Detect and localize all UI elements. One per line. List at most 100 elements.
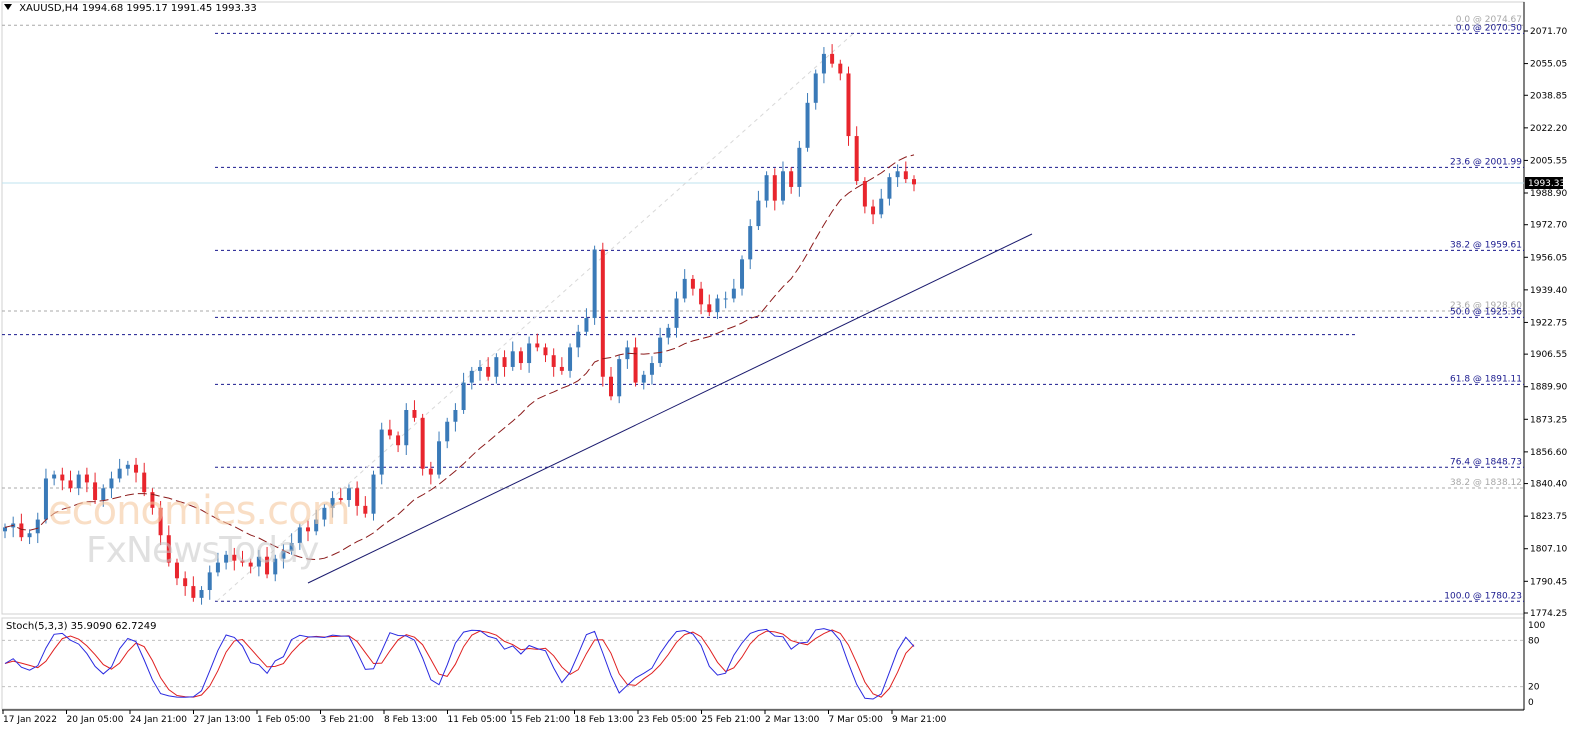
stochastic-label: Stoch(5,3,3) 35.9090 62.7249 [6, 621, 157, 632]
candle-body [748, 226, 753, 260]
x-tick-label: 9 Mar 21:00 [892, 715, 947, 725]
x-tick-label: 15 Feb 21:00 [511, 715, 570, 725]
candle-body [150, 492, 155, 508]
stoch-level-label: 0 [1528, 698, 1534, 708]
candlesticks [3, 44, 916, 605]
y-tick-label: 1956.05 [1530, 253, 1567, 263]
ohlc-values: 1994.68 1995.17 1991.45 1993.33 [81, 3, 257, 14]
y-tick-label: 2022.20 [1530, 124, 1567, 134]
candle-body [199, 590, 204, 598]
candle-body [338, 498, 343, 501]
y-tick-label: 1972.70 [1530, 221, 1567, 231]
candle-body [52, 474, 57, 479]
candle-body [207, 572, 212, 591]
candle-body [609, 376, 613, 397]
fib-blue-label: 23.6 @ 2001.99 [1450, 157, 1522, 167]
y-tick-label: 1856.60 [1530, 448, 1567, 458]
candle-body [76, 474, 81, 489]
candle-body [846, 73, 851, 137]
time-axis: 17 Jan 2022 20 Jan 05:00 24 Jan 21:00 27 Ja… [2, 710, 947, 725]
y-tick-label: 1922.75 [1530, 318, 1567, 328]
x-tick-label: 17 Jan 2022 [3, 715, 57, 725]
candle-body [248, 562, 253, 567]
candle-body [420, 417, 425, 469]
candle-body [125, 464, 130, 469]
candle-body [674, 298, 679, 328]
candle-body [101, 488, 106, 501]
price-axis: 2071.70 2055.05 2038.85 2022.20 2005.55 1988.… [1524, 27, 1567, 619]
candle-body [518, 351, 523, 364]
candle-body [240, 560, 245, 563]
candle-body [183, 578, 188, 587]
candle-body [813, 73, 818, 103]
y-tick-label: 2005.55 [1530, 156, 1567, 166]
stoch-level-label: 80 [1528, 636, 1540, 646]
candle-body [862, 181, 867, 207]
candle-body [346, 488, 351, 501]
stoch-level-label: 20 [1528, 683, 1540, 693]
candle-body [510, 351, 515, 367]
candle-body [428, 468, 433, 475]
candle-body [715, 298, 720, 313]
stochastic-levels: 100 80 20 0 [2, 621, 1545, 708]
candle-body [830, 53, 835, 64]
candle-body [93, 482, 98, 501]
candle-body [731, 288, 736, 299]
x-tick-label: 7 Mar 05:00 [829, 715, 884, 725]
candle-body [281, 550, 286, 559]
fib-gray-label: 23.6 @ 1928.60 [1450, 301, 1522, 311]
y-tick-label: 1889.90 [1530, 383, 1567, 393]
candle-body [19, 523, 24, 538]
y-tick-label: 1823.75 [1530, 512, 1567, 522]
y-tick-label: 2038.85 [1530, 91, 1567, 101]
candle-body [871, 206, 876, 215]
candle-body [379, 429, 384, 475]
swing-guide-line [216, 31, 856, 602]
candle-body [166, 535, 171, 563]
candle-body [690, 278, 695, 289]
stochastic-main-line [4, 628, 915, 700]
candle-body [387, 429, 392, 436]
fib-gray-label: 0.0 @ 2074.67 [1456, 15, 1522, 25]
y-tick-label: 1988.90 [1530, 189, 1567, 199]
fib-blue-label: 76.4 @ 1848.73 [1450, 457, 1522, 467]
symbol-label: XAUUSD,H4 [19, 3, 79, 14]
y-tick-label: 2055.05 [1530, 60, 1567, 70]
candle-body [297, 527, 302, 544]
watermark-economies: economies.com [48, 488, 351, 534]
y-tick-label: 1939.40 [1530, 286, 1567, 296]
candle-body [265, 556, 270, 575]
candle-body [756, 200, 761, 227]
candle-body [256, 556, 261, 567]
candle-body [396, 435, 401, 446]
candle-body [658, 337, 663, 364]
candle-body [289, 543, 294, 551]
candle-body [68, 480, 73, 489]
candle-body [854, 136, 859, 182]
candle-body [174, 562, 179, 579]
candle-body [494, 357, 499, 377]
candle-body [592, 249, 597, 319]
candle-body [625, 347, 630, 360]
y-tick-label: 1906.55 [1530, 350, 1567, 360]
y-tick-label: 1774.25 [1530, 609, 1567, 619]
y-tick-label: 2071.70 [1530, 27, 1567, 37]
dropdown-arrow-icon[interactable] [4, 4, 12, 10]
candle-body [322, 507, 327, 520]
y-tick-label: 1790.45 [1530, 577, 1567, 587]
x-tick-label: 23 Feb 05:00 [638, 715, 697, 725]
x-tick-label: 11 Feb 05:00 [448, 715, 507, 725]
x-tick-label: 3 Feb 21:00 [321, 715, 375, 725]
fib-blue-label: 38.2 @ 1959.61 [1450, 240, 1522, 250]
fib-blue-label: 100.0 @ 1780.23 [1444, 591, 1522, 601]
candle-body [363, 505, 368, 514]
x-tick-label: 20 Jan 05:00 [67, 715, 124, 725]
candle-body [306, 527, 310, 532]
candle-body [740, 259, 745, 289]
candle-body [821, 53, 826, 74]
candle-body [764, 175, 769, 201]
candle-body [191, 586, 196, 598]
stoch-level-label: 100 [1528, 621, 1545, 631]
candle-body [772, 175, 777, 201]
candle-body [486, 366, 491, 377]
